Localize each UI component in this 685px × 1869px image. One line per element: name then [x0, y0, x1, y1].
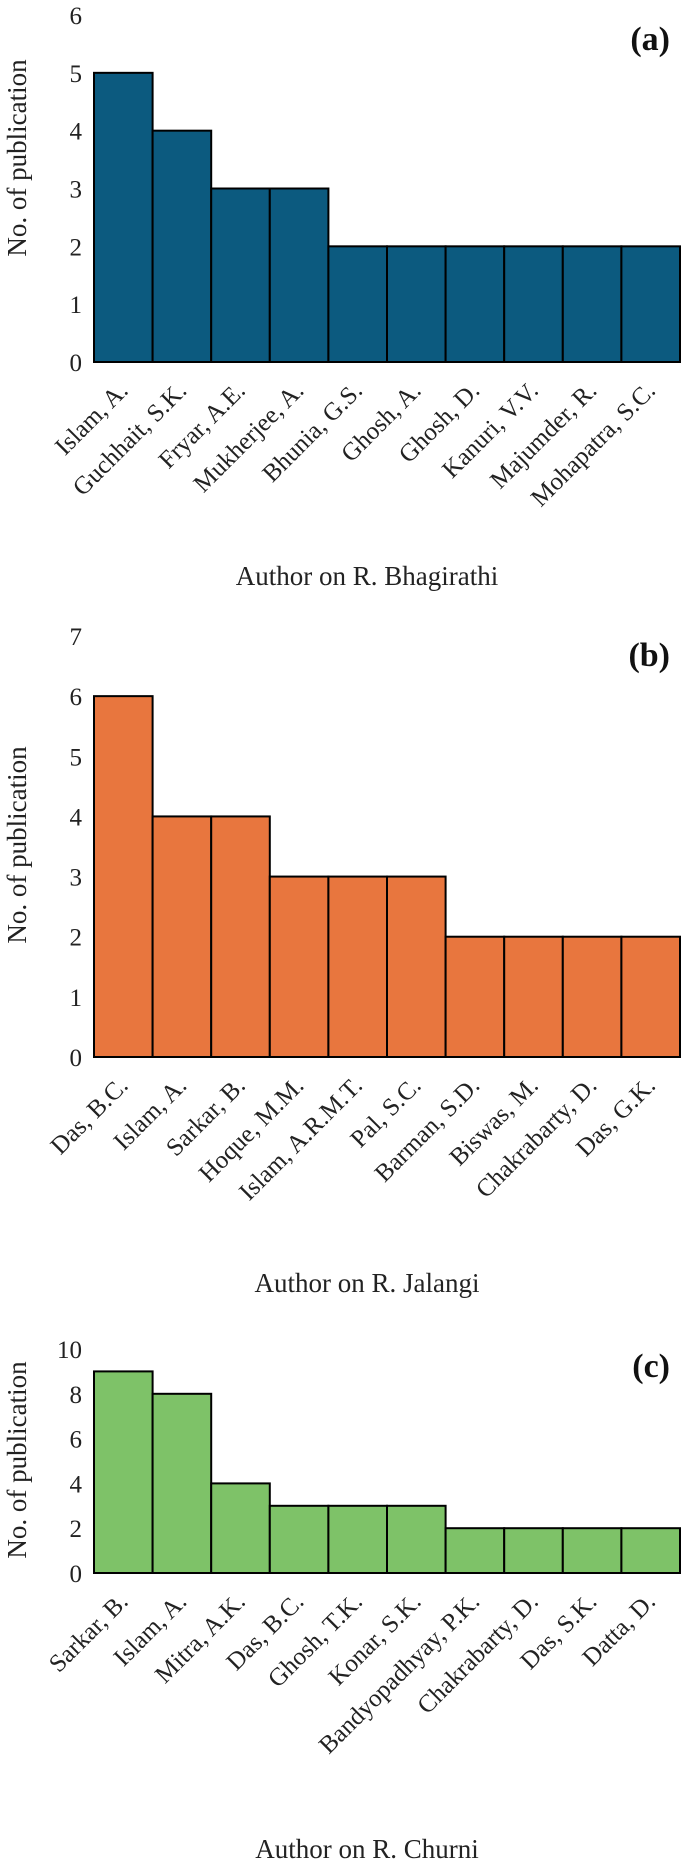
y-tick-label: 1	[70, 985, 83, 1012]
y-tick-label: 5	[70, 744, 83, 771]
bar	[327, 245, 388, 363]
bar	[620, 245, 682, 363]
bar	[503, 1527, 564, 1574]
y-tick-label: 3	[70, 865, 83, 892]
y-tick-label: 1	[70, 292, 83, 319]
bar	[151, 129, 213, 363]
bar	[151, 1392, 213, 1575]
y-tick-label: 5	[70, 61, 83, 88]
y-tick-label: 0	[70, 1045, 83, 1072]
bar	[93, 71, 154, 363]
bar	[444, 245, 506, 363]
y-tick-label: 6	[70, 3, 83, 30]
bar	[386, 1504, 447, 1575]
y-axis-label: No. of publication	[2, 1361, 32, 1559]
y-tick-label: 4	[70, 119, 83, 146]
bar	[93, 695, 154, 1059]
bar	[210, 815, 271, 1059]
bar	[444, 1527, 506, 1574]
y-tick-label: 2	[70, 234, 83, 261]
y-tick-label: 3	[70, 177, 83, 204]
x-axis-label: Author on R. Churni	[255, 1834, 479, 1864]
y-axis-label: No. of publication	[2, 59, 32, 257]
y-tick-label: 6	[70, 1427, 83, 1454]
bar	[93, 1370, 154, 1575]
y-tick-label: 2	[70, 1516, 83, 1543]
y-tick-label: 6	[70, 684, 83, 711]
y-axis-label: No. of publication	[2, 746, 32, 944]
x-axis-label: Author on R. Bhagirathi	[236, 561, 498, 591]
bar	[503, 935, 564, 1059]
y-tick-label: 2	[70, 925, 83, 952]
y-tick-label: 0	[70, 1561, 83, 1588]
bar	[151, 815, 213, 1059]
panel-label: (a)	[630, 21, 670, 58]
bar	[268, 187, 330, 363]
bar	[386, 245, 447, 363]
x-axis-label: Author on R. Jalangi	[255, 1268, 480, 1298]
y-tick-label: 4	[70, 1471, 83, 1498]
bar	[268, 1504, 330, 1575]
bar	[327, 875, 388, 1058]
bar	[210, 1482, 271, 1575]
bar	[561, 245, 623, 363]
bar	[503, 245, 564, 363]
bar	[561, 1527, 623, 1574]
bar	[620, 935, 682, 1059]
bar	[210, 187, 271, 363]
y-tick-label: 4	[70, 804, 83, 831]
bar	[561, 935, 623, 1059]
y-tick-label: 0	[70, 350, 83, 377]
bar	[327, 1504, 388, 1575]
y-tick-label: 10	[57, 1337, 82, 1364]
y-tick-label: 8	[70, 1382, 83, 1409]
panel-label: (c)	[632, 1348, 670, 1385]
bar	[444, 935, 506, 1059]
y-tick-label: 7	[70, 624, 83, 651]
bar	[386, 875, 447, 1058]
bar	[268, 875, 330, 1058]
panel-label: (b)	[628, 637, 670, 674]
bar	[620, 1527, 682, 1574]
